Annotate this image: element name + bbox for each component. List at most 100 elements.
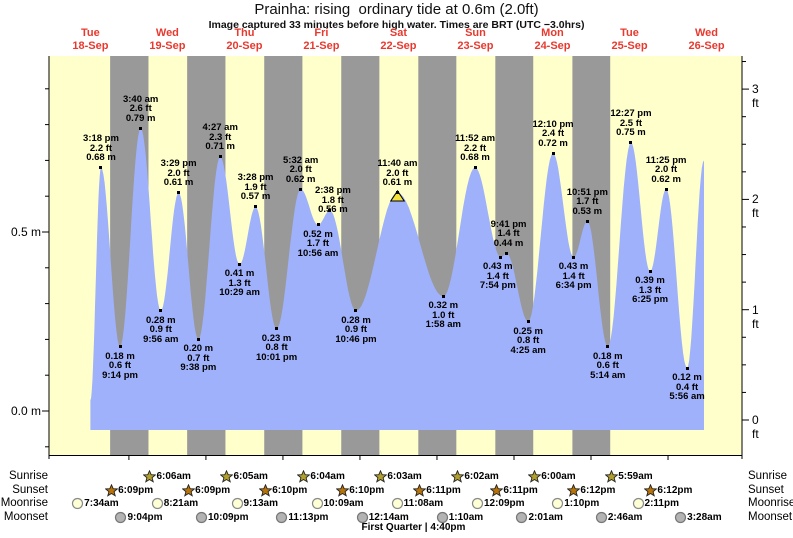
moonrise-circle-icon: [72, 497, 84, 510]
moonrise-circle-icon: [231, 497, 243, 510]
moonrise-time: 9:13am: [243, 498, 278, 509]
low-tide-label: 0.18 m 0.6 ft 9:14 pm: [102, 350, 138, 381]
sunset-star-icon: [413, 483, 427, 497]
moonset-time: 10:09pm: [207, 511, 249, 523]
moonrise-circle-icon: [632, 497, 644, 510]
high-tide-label: 9:41 pm 1.4 ft 0.44 m: [490, 218, 527, 249]
moonrise-time: 10:09am: [323, 498, 364, 509]
moonset-time: 2:01am: [528, 511, 563, 523]
day-label: Sun 23-Sep: [457, 27, 494, 52]
sunset-row-label-right: Sunset: [748, 484, 784, 496]
right-axis-label: 3 ft: [752, 82, 759, 111]
moonset-circle-icon: [516, 511, 528, 523]
current-time-marker-icon: [389, 190, 405, 202]
low-tide-point: [441, 294, 445, 298]
low-tide-point: [275, 327, 279, 331]
moonset-row-label-right: Moonset: [748, 511, 793, 523]
moonset-circle-icon: [195, 511, 208, 523]
moonset-circle-icon: [115, 511, 127, 523]
sunrise-row-label-left: Sunrise: [9, 470, 48, 482]
day-label: Wed 19-Sep: [149, 27, 186, 52]
moonrise-time: 8:21am: [163, 498, 199, 509]
sunrise-time: 6:04am: [310, 470, 345, 482]
sunset-star-icon: [105, 483, 119, 497]
sunset-star-icon: [182, 483, 196, 497]
sunrise-time: 6:02am: [464, 470, 499, 482]
moonrise-time: 12:09pm: [483, 498, 525, 509]
low-tide-label: 0.12 m 0.4 ft 5:56 am: [669, 372, 705, 403]
moonrise-circle-icon: [391, 497, 403, 510]
moonrise-circle-icon: [151, 497, 163, 510]
date-label: 20-Sep: [226, 40, 263, 52]
sunrise-row-label-right: Sunrise: [748, 470, 787, 482]
day-label: Fri 21-Sep: [303, 27, 340, 52]
sunrise-star-icon: [528, 469, 542, 483]
moonrise-circle-icon: [471, 497, 484, 510]
high-tide-point: [299, 187, 303, 191]
moonset-circle-icon: [675, 511, 687, 523]
low-tide-label: 0.52 m 1.7 ft 10:56 am: [297, 228, 339, 259]
low-tide-label: 0.43 m 1.4 ft 6:34 pm: [555, 261, 592, 292]
date-label: 25-Sep: [611, 40, 648, 52]
low-tide-label: 0.20 m 0.7 ft 9:38 pm: [180, 343, 217, 374]
moonset-time: 9:04pm: [127, 511, 163, 523]
date-label: 19-Sep: [149, 40, 186, 52]
low-tide-label: 0.18 m 0.6 ft 5:14 am: [590, 350, 626, 381]
moonrise-row-label-left: Moonrise: [0, 497, 48, 509]
low-tide-point: [499, 255, 503, 259]
high-tide-point: [585, 219, 589, 223]
high-tide-label: 3:18 pm 2.2 ft 0.68 m: [83, 133, 119, 164]
high-tide-point: [551, 151, 555, 155]
sunset-star-icon: [490, 483, 504, 497]
sunrise-star-icon: [297, 469, 311, 483]
high-tide-label: 3:29 pm 2.0 ft 0.61 m: [160, 158, 197, 189]
moonrise-circle-icon: [311, 497, 323, 510]
high-tide-point: [139, 126, 143, 130]
date-label: 26-Sep: [688, 40, 725, 52]
high-tide-point: [218, 155, 222, 159]
moonset-time: 11:13pm: [288, 511, 329, 523]
sunset-time: 6:10pm: [349, 484, 385, 496]
day-label: Thu 20-Sep: [226, 27, 263, 52]
sunrise-time: 6:06am: [156, 470, 191, 482]
high-tide-point: [505, 251, 509, 255]
sunset-time: 6:11pm: [426, 484, 461, 496]
high-tide-point: [473, 166, 477, 170]
moon-phase-annotation: First Quarter | 4:40pm: [361, 522, 466, 533]
sunrise-time: 5:59am: [618, 470, 653, 482]
sunset-star-icon: [336, 483, 350, 497]
high-tide-label: 5:32 am 2.0 ft 0.62 m: [282, 154, 319, 185]
sunrise-star-icon: [605, 469, 619, 483]
sunset-time: 6:10pm: [272, 484, 308, 496]
sunset-time: 6:12pm: [580, 484, 616, 496]
moonset-circle-icon: [595, 511, 607, 523]
moonset-time: 3:28am: [687, 511, 722, 523]
right-axis-label: 0 ft: [752, 413, 759, 441]
sunrise-star-icon: [143, 469, 157, 483]
left-axis-label-05m: 0.5 m: [10, 225, 41, 239]
high-tide-label: 12:27 pm 2.5 ft 0.75 m: [610, 108, 652, 138]
low-tide-point: [685, 366, 689, 370]
sunset-time: 6:09pm: [195, 484, 231, 496]
moonrise-time: 2:11pm: [644, 498, 679, 509]
left-axis-label-00m: 0.0 m: [10, 404, 41, 418]
low-tide-point: [159, 309, 163, 313]
moonset-circle-icon: [356, 511, 368, 523]
moonset-circle-icon: [436, 511, 448, 523]
date-label: 22-Sep: [380, 40, 417, 52]
moonrise-circle-icon: [552, 497, 564, 510]
high-tide-point: [629, 141, 633, 144]
tide-curve-area: [90, 128, 704, 430]
high-tide-label: 12:10 pm 2.4 ft 0.72 m: [532, 118, 574, 149]
low-tide-point: [572, 255, 576, 259]
sunset-star-icon: [567, 483, 581, 497]
sunrise-time: 6:05am: [233, 470, 268, 482]
moonset-time: 1:10am: [448, 511, 484, 523]
moonrise-time: 1:10pm: [564, 498, 600, 509]
low-tide-label: 0.41 m 1.3 ft 10:29 am: [219, 268, 260, 299]
moonset-circle-icon: [276, 511, 288, 523]
high-tide-label: 11:40 am 2.0 ft 0.61 m: [377, 158, 418, 189]
high-tide-point: [395, 191, 399, 195]
